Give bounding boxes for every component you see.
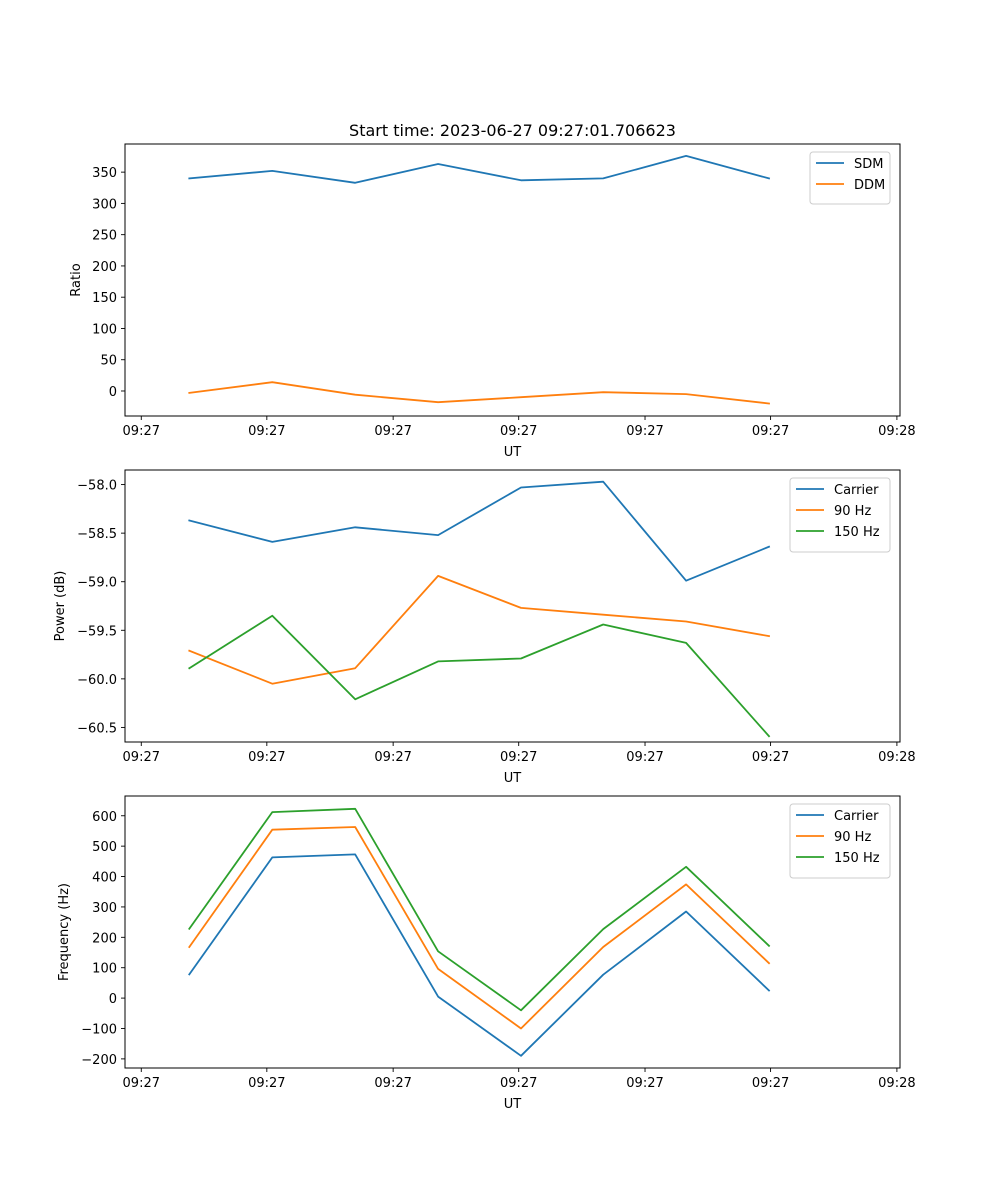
series-line-90-hz bbox=[188, 826, 771, 1030]
y-tick-label: 100 bbox=[92, 962, 117, 977]
series-line-150-hz bbox=[188, 614, 771, 738]
series-line-90-hz bbox=[188, 575, 771, 685]
chart-title: Start time: 2023-06-27 09:27:01.706623 bbox=[349, 121, 676, 140]
y-tick-label: 400 bbox=[92, 871, 117, 886]
x-tick-label: 09:27 bbox=[248, 424, 285, 439]
series-line-carrier bbox=[188, 480, 771, 582]
y-tick-label: 200 bbox=[92, 931, 117, 946]
y-tick-label: 500 bbox=[92, 840, 117, 855]
legend: SDM DDM bbox=[809, 151, 891, 205]
x-tick-label: 09:28 bbox=[878, 1076, 915, 1091]
subplot-1: 09:27 09:27 09:27 09:27 09:27 09:27 09:28 0 50 10… bbox=[69, 121, 916, 460]
legend-label: DDM bbox=[854, 178, 885, 193]
x-tick-label: 09:27 bbox=[500, 424, 537, 439]
y-axis-label: Power (dB) bbox=[53, 571, 68, 642]
x-tick-label: 09:27 bbox=[374, 750, 411, 765]
series-line-150-hz bbox=[188, 807, 771, 1012]
y-tick-label: 350 bbox=[92, 166, 117, 181]
x-tick-label: 09:27 bbox=[374, 1076, 411, 1091]
x-axis-label: UT bbox=[504, 771, 522, 786]
x-tick-label: 09:27 bbox=[626, 750, 663, 765]
x-axis-label: UT bbox=[504, 1097, 522, 1112]
legend: Carrier 90 Hz 150 Hz bbox=[789, 803, 891, 879]
y-tick-label: 0 bbox=[109, 385, 117, 400]
x-tick-label: 09:27 bbox=[626, 424, 663, 439]
x-tick-label: 09:27 bbox=[752, 750, 789, 765]
series-line-sdm bbox=[188, 154, 771, 184]
x-tick-label: 09:27 bbox=[752, 424, 789, 439]
series-line-carrier bbox=[188, 853, 771, 1057]
legend-box bbox=[789, 803, 891, 879]
y-tick-label: −60.5 bbox=[77, 721, 117, 736]
x-tick-label: 09:28 bbox=[878, 424, 915, 439]
legend-label: 150 Hz bbox=[834, 851, 880, 866]
y-tick-label: −200 bbox=[81, 1053, 117, 1068]
x-tick-label: 09:27 bbox=[626, 1076, 663, 1091]
y-tick-label: −60.0 bbox=[77, 673, 117, 688]
axes-frame bbox=[124, 143, 901, 417]
legend-label: Carrier bbox=[834, 483, 879, 498]
y-tick-label: −59.0 bbox=[77, 576, 117, 591]
y-tick-label: −100 bbox=[81, 1022, 117, 1037]
x-tick-label: 09:27 bbox=[752, 1076, 789, 1091]
x-tick-label: 09:28 bbox=[878, 750, 915, 765]
axes-frame bbox=[124, 795, 901, 1069]
y-tick-label: 50 bbox=[100, 354, 117, 369]
y-tick-label: −59.5 bbox=[77, 624, 117, 639]
y-axis-label: Ratio bbox=[69, 263, 84, 296]
x-tick-label: 09:27 bbox=[248, 750, 285, 765]
x-tick-label: 09:27 bbox=[500, 1076, 537, 1091]
legend: Carrier 90 Hz 150 Hz bbox=[789, 477, 891, 553]
legend-label: Carrier bbox=[834, 809, 879, 824]
x-tick-label: 09:27 bbox=[500, 750, 537, 765]
y-tick-label: 0 bbox=[109, 992, 117, 1007]
series-line-ddm bbox=[188, 381, 770, 405]
y-tick-label: 300 bbox=[92, 197, 117, 212]
x-tick-label: 09:27 bbox=[374, 424, 411, 439]
y-tick-label: 100 bbox=[92, 322, 117, 337]
y-tick-label: 200 bbox=[92, 260, 117, 275]
axes-frame bbox=[124, 469, 901, 743]
legend-label: 150 Hz bbox=[834, 525, 880, 540]
x-axis-label: UT bbox=[504, 445, 522, 460]
x-tick-label: 09:27 bbox=[123, 750, 160, 765]
legend-box bbox=[809, 151, 891, 205]
legend-label: 90 Hz bbox=[834, 830, 871, 845]
y-tick-label: −58.5 bbox=[77, 527, 117, 542]
y-tick-label: 300 bbox=[92, 901, 117, 916]
legend-box bbox=[789, 477, 891, 553]
y-axis-label: Frequency (Hz) bbox=[57, 883, 72, 981]
y-tick-label: 150 bbox=[92, 291, 117, 306]
y-tick-label: 250 bbox=[92, 229, 117, 244]
legend-label: 90 Hz bbox=[834, 504, 871, 519]
y-tick-label: 600 bbox=[92, 810, 117, 825]
subplot-2: 09:27 09:27 09:27 09:27 09:27 09:27 09:28 −60.5… bbox=[53, 469, 916, 786]
y-tick-label: −58.0 bbox=[77, 479, 117, 494]
x-tick-label: 09:27 bbox=[123, 424, 160, 439]
x-tick-label: 09:27 bbox=[248, 1076, 285, 1091]
legend-label: SDM bbox=[854, 157, 883, 172]
x-tick-label: 09:27 bbox=[123, 1076, 160, 1091]
subplot-3: 09:27 09:27 09:27 09:27 09:27 09:27 09:28 −200 −… bbox=[57, 795, 916, 1112]
